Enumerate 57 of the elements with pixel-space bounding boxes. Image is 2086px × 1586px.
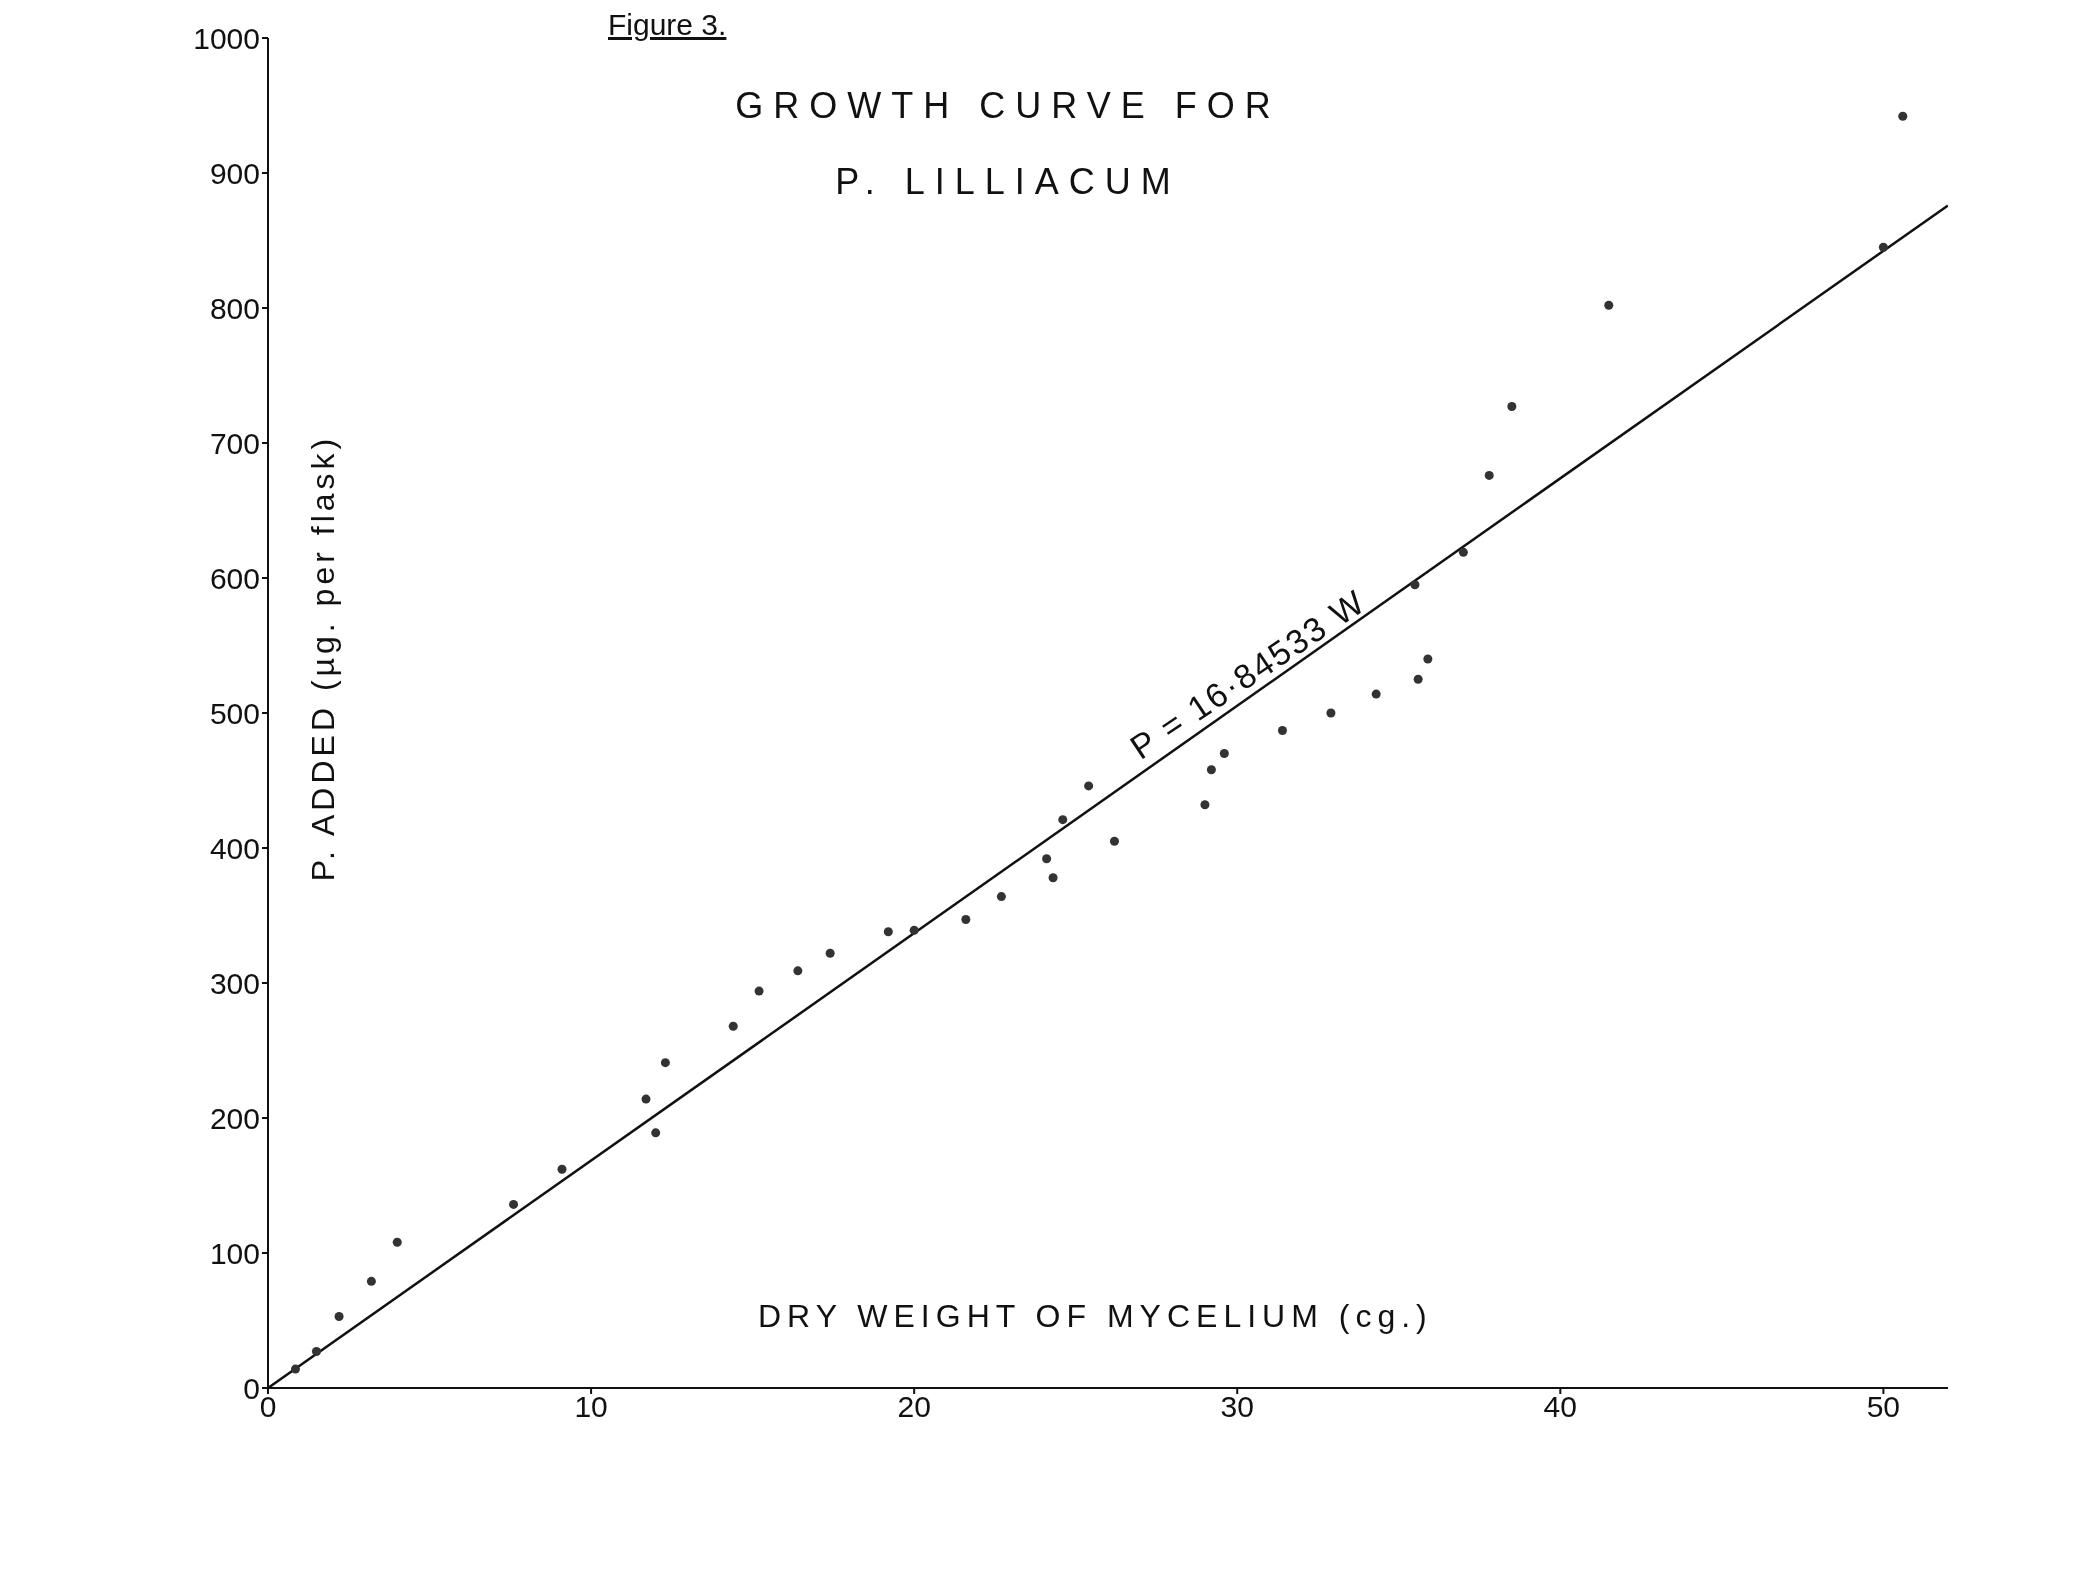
point <box>1048 873 1058 883</box>
point <box>392 1237 402 1247</box>
point <box>996 892 1006 902</box>
y-tick-label: 1000 <box>193 21 260 55</box>
point <box>1042 854 1052 864</box>
point <box>1878 242 1888 252</box>
point <box>290 1364 300 1374</box>
point <box>1219 748 1229 759</box>
x-tick-label: 40 <box>1543 1390 1577 1424</box>
point <box>825 948 835 958</box>
y-tick-label: 100 <box>209 1236 260 1270</box>
point <box>660 1058 670 1068</box>
point <box>1458 547 1468 557</box>
point <box>1109 836 1119 846</box>
point <box>651 1128 661 1138</box>
x-tick-label: 30 <box>1220 1390 1254 1424</box>
point <box>1484 470 1494 480</box>
point <box>1326 708 1336 718</box>
annotation: Figure 3. <box>608 8 727 42</box>
x-tick-label: 50 <box>1866 1390 1901 1424</box>
point <box>1084 781 1094 791</box>
point <box>557 1164 567 1174</box>
x-tick-label: 10 <box>574 1390 608 1424</box>
point <box>641 1094 651 1104</box>
x-tick-label: 20 <box>897 1390 931 1424</box>
y-tick-label: 400 <box>209 831 260 865</box>
point <box>366 1276 376 1286</box>
point <box>754 986 764 996</box>
x-axis-title: DRY WEIGHT OF MYCELIUM (cg.) <box>758 1298 1433 1335</box>
y-tick-label: 500 <box>209 696 260 730</box>
point <box>1507 402 1517 412</box>
y-tick-label: 900 <box>209 156 260 190</box>
y-tick-label: 800 <box>209 291 260 325</box>
point <box>311 1347 321 1357</box>
y-tick-label: 600 <box>209 561 260 595</box>
point <box>1423 654 1433 664</box>
point <box>1206 765 1216 775</box>
point <box>334 1311 344 1321</box>
point <box>728 1021 738 1031</box>
point <box>1898 111 1908 121</box>
point <box>883 927 893 937</box>
point <box>793 966 803 976</box>
point <box>1413 674 1423 684</box>
point <box>1200 800 1210 810</box>
point <box>1604 300 1614 310</box>
point <box>1277 726 1287 736</box>
y-tick-label: 300 <box>209 966 260 1000</box>
point <box>909 925 919 935</box>
point <box>961 915 971 925</box>
point <box>1371 689 1381 699</box>
y-tick-label: 200 <box>209 1101 260 1135</box>
text: GROWTH CURVE FOR P. LILLIACUM <box>734 84 1282 204</box>
y-tick-label: 700 <box>209 426 260 460</box>
y-axis-title: P. ADDED (µg. per flask) <box>304 434 342 882</box>
point <box>1058 815 1068 825</box>
point <box>1410 580 1420 590</box>
point <box>509 1199 519 1209</box>
